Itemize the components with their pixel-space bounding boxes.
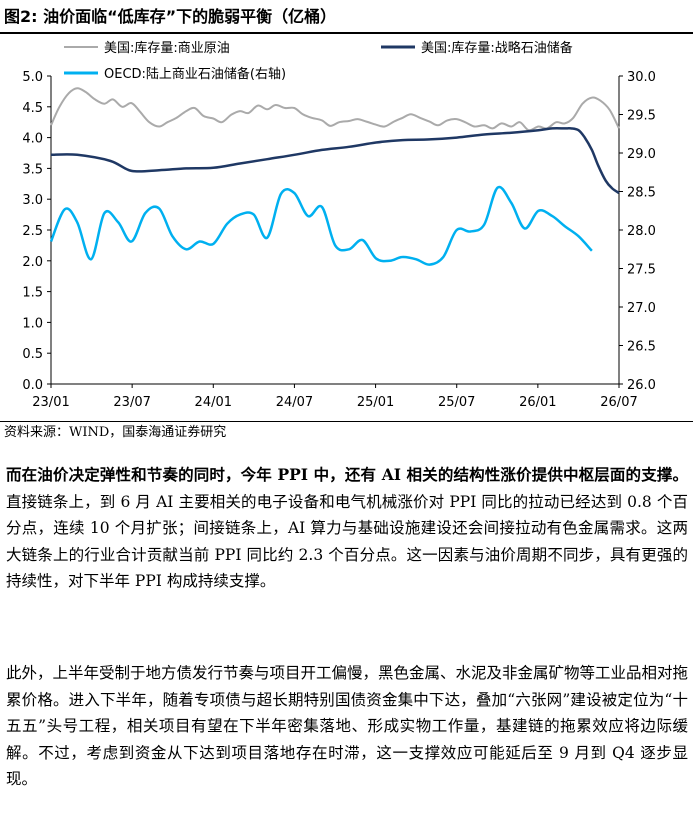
- left-y-tick-label: 3.0: [22, 193, 43, 208]
- x-tick-label: 23/01: [32, 395, 69, 410]
- left-y-tick-label: 0.0: [22, 378, 43, 393]
- x-tick-label: 23/07: [113, 395, 150, 410]
- legend-item-us-commercial-crude-label: 美国:库存量:商业原油: [104, 40, 230, 56]
- left-y-tick-label: 4.5: [22, 101, 43, 116]
- right-y-tick-label: 30.0: [627, 70, 656, 85]
- right-y-tick-label: 28.5: [627, 186, 656, 201]
- left-y-tick-label: 0.5: [22, 347, 43, 362]
- right-y-tick-label: 26.5: [627, 340, 656, 355]
- paragraph-1: 而在油价决定弹性和节奏的同时，今年 PPI 中，还有 AI 相关的结构性涨价提供…: [6, 462, 688, 595]
- left-y-tick-label: 1.5: [22, 286, 43, 301]
- chart-legend: 美国:库存量:商业原油 美国:库存量:战略石油储备 OECD:陆上商业石油储备(右轴…: [64, 40, 573, 82]
- right-y-tick-label: 29.0: [627, 147, 656, 162]
- left-y-tick-label: 3.5: [22, 162, 43, 177]
- x-tick-label: 25/07: [438, 395, 475, 410]
- right-y-tick-label: 27.5: [627, 263, 656, 278]
- line-chart: 0.0 0.5 1.0 1.5 2.0 2.5 3.0 3.5 4.0 4.5 5.0 26.0 26.…: [22, 40, 656, 410]
- left-y-tick-label: 5.0: [22, 70, 43, 85]
- data-source: 资料来源：WIND，国泰海通证券研究: [4, 425, 227, 440]
- right-y-tick-label: 27.0: [627, 301, 656, 316]
- x-tick-label: 25/01: [357, 395, 394, 410]
- left-y-tick-label: 2.5: [22, 224, 43, 239]
- legend-item-us-spr-label: 美国:库存量:战略石油储备: [421, 40, 573, 56]
- right-y-tick-label: 28.0: [627, 224, 656, 239]
- x-tick-label: 26/01: [519, 395, 556, 410]
- paragraph-2: 此外，上半年受制于地方债发行节奏与项目开工偏慢，黑色金属、水泥及非金属矿物等工业…: [6, 664, 689, 788]
- right-y-tick-label: 29.5: [627, 109, 656, 124]
- paragraph-1-lead: 而在油价决定弹性和节奏的同时，今年 PPI 中，还有 AI 相关的结构性涨价提供…: [6, 465, 688, 484]
- title-rule: [0, 32, 693, 34]
- right-y-tick-label: 26.0: [627, 378, 656, 393]
- left-y-tick-label: 4.0: [22, 132, 43, 147]
- paragraph-1-body: 直接链条上，到 6 月 AI 主要相关的电子设备和电气机械涨价对 PPI 同比的…: [6, 492, 688, 591]
- x-tick-label: 26/07: [600, 395, 637, 410]
- source-rule: [0, 421, 693, 422]
- left-y-tick-label: 2.0: [22, 255, 43, 270]
- series-line-us-commercial-crude: [50, 87, 620, 132]
- x-tick-label: 24/01: [195, 395, 232, 410]
- chart-axes: 0.0 0.5 1.0 1.5 2.0 2.5 3.0 3.5 4.0 4.5 5.0 26.0 26.…: [22, 70, 656, 410]
- legend-item-oecd-onshore-label: OECD:陆上商业石油储备(右轴): [104, 66, 286, 82]
- chart-series: [49, 87, 620, 266]
- series-line-us-spr: [50, 127, 620, 195]
- left-y-tick-label: 1.0: [22, 316, 43, 331]
- x-tick-label: 24/07: [276, 395, 313, 410]
- figure-title: 图2: 油价面临“低库存”下的脆弱平衡（亿桶）: [4, 7, 337, 26]
- series-line-oecd-onshore: [49, 185, 593, 266]
